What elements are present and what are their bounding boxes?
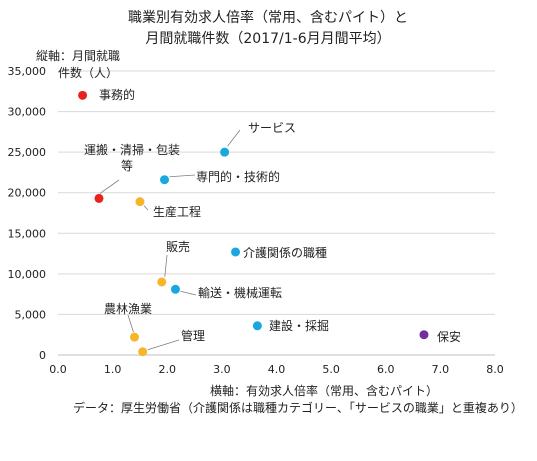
x-tick-label: 8.0 [486,363,504,376]
y-tick-label: 25,000 [8,146,47,159]
point-label: サービス [248,121,296,135]
y-axis-label: 縦軸：月間就職 [36,49,120,63]
y-tick-label: 20,000 [8,187,47,200]
data-point [170,284,180,294]
data-point [220,147,230,157]
y-tick-label: 0 [39,349,46,362]
point-label: 等 [121,159,133,173]
leader-line [147,339,180,351]
x-tick-label: 2.0 [159,363,177,376]
x-tick-label: 1.0 [104,363,122,376]
data-point [129,332,139,342]
x-axis-label: 横軸：有効求人倍率（常用、含むパイト） [210,383,438,398]
data-point [135,197,145,207]
data-point [157,277,167,287]
point-label: 介護関係の職種 [243,245,327,260]
leader-line [143,205,149,211]
data-point [252,321,262,331]
source-note: データ：厚生労働省（介護関係は職種カテゴリー、「サービスの職業」と重複あり） [73,400,523,415]
point-label: 販売 [166,239,190,254]
point-label: 運搬・清掃・包装 [84,142,180,157]
x-tick-label: 0.0 [49,363,67,376]
x-tick-label: 5.0 [322,363,340,376]
leader-line [127,314,134,333]
data-point [419,330,429,340]
chart-title: 月間就職件数（2017/1-6月月間平均） [145,31,390,47]
leader-line [227,129,241,147]
point-label: 農林漁業 [104,302,152,316]
point-label: 輸送・機械運転 [198,285,282,300]
y-tick-label: 30,000 [8,106,47,119]
x-tick-label: 4.0 [268,363,286,376]
point-label: 専門的・技術的 [196,169,280,184]
y-axis-label: 件数（人） [58,65,118,80]
data-point [160,175,170,185]
y-tick-label: 5,000 [15,308,47,321]
point-label: 保安 [437,329,461,344]
y-tick-label: 15,000 [8,227,47,240]
x-tick-label: 3.0 [213,363,231,376]
x-tick-label: 7.0 [432,363,450,376]
data-point [78,90,88,100]
leader-line [99,179,120,194]
data-point [138,347,148,357]
leader-line [180,290,197,296]
y-tick-label: 10,000 [8,268,47,281]
data-point [231,247,241,257]
point-label: 事務的 [99,87,135,102]
leader-line [169,174,196,178]
leader-line [164,254,168,278]
y-tick-label: 35,000 [8,65,47,78]
point-label: 管理 [181,328,205,343]
x-tick-label: 6.0 [377,363,395,376]
data-point [94,193,104,203]
point-label: 建設・採掘 [269,318,329,333]
point-label: 生産工程 [153,204,201,219]
chart-title: 職業別有効求人倍率（常用、含むパイト）と [128,9,408,26]
